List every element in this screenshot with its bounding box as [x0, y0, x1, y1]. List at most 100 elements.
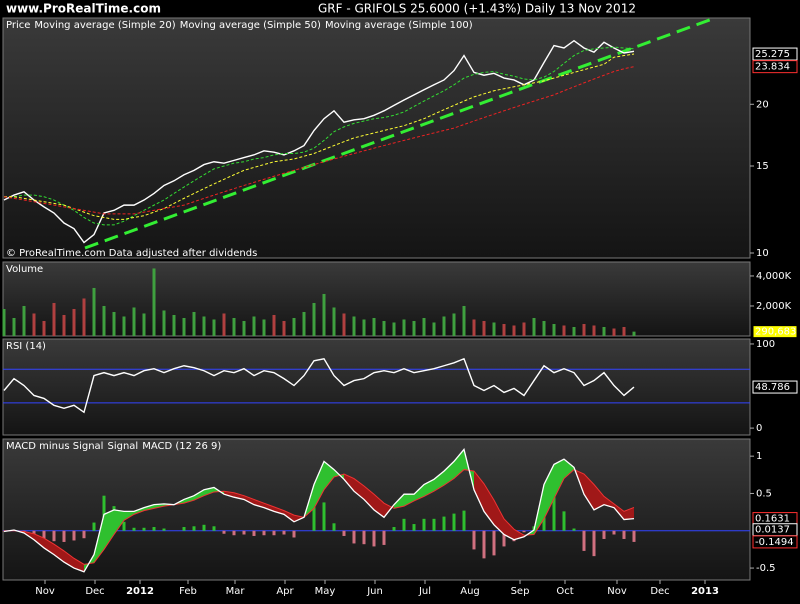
series-line	[4, 468, 635, 565]
histogram-bar	[482, 530, 486, 559]
histogram-bar	[322, 502, 326, 531]
series-line	[3, 448, 635, 573]
volume-bar	[362, 319, 366, 336]
macd-fill	[194, 489, 204, 501]
histogram-bar	[82, 530, 86, 539]
volume-bar	[312, 302, 316, 336]
volume-bar	[422, 317, 426, 336]
volume-bar	[122, 316, 126, 336]
histogram-bar	[332, 523, 336, 531]
x-tick-label: May	[315, 586, 336, 597]
volume-bar	[532, 317, 536, 336]
histogram-bar	[122, 521, 126, 531]
trend-line	[84, 16, 716, 250]
y-tick-label: 2,000K	[756, 301, 792, 312]
macd-fill	[134, 507, 144, 515]
legend-entry: Moving average (Simple 100)	[325, 20, 473, 31]
volume-bar	[102, 305, 106, 336]
volume-bar	[132, 307, 136, 336]
histogram-bar	[62, 530, 66, 542]
macd-fill	[184, 495, 194, 504]
histogram-bar	[342, 530, 346, 536]
volume-bar	[412, 320, 416, 336]
histogram-bar	[612, 530, 616, 535]
x-tick-label: Mar	[226, 586, 246, 597]
volume-bar	[292, 317, 296, 336]
volume-bar	[272, 314, 276, 336]
histogram-bar	[292, 530, 296, 538]
macd-fill	[254, 499, 264, 508]
series-line	[4, 46, 635, 226]
volume-bar	[452, 313, 456, 336]
legend-entry: Moving average (Simple 50)	[180, 20, 321, 31]
histogram-bar	[72, 530, 76, 541]
volume-bar	[372, 317, 376, 336]
volume-bar	[72, 308, 76, 336]
y-tick-label: 100	[756, 339, 775, 350]
volume-bar	[522, 322, 526, 336]
value-box-label: 0.1631	[755, 514, 790, 525]
volume-bar	[142, 313, 146, 336]
value-box	[752, 535, 798, 549]
value-box	[752, 60, 798, 74]
histogram-bar	[572, 528, 576, 531]
histogram-bar	[602, 530, 606, 539]
macd-fill	[564, 459, 574, 479]
value-box-label: 290,683	[755, 327, 796, 338]
histogram-bar	[402, 518, 406, 531]
x-tick-label: Apr	[276, 586, 294, 597]
volume-bar	[212, 319, 216, 336]
macd-fill	[584, 474, 594, 510]
y-tick-label: 15	[756, 161, 769, 172]
macd-fill	[244, 495, 254, 505]
histogram-bar	[162, 528, 166, 531]
histogram-bar	[362, 530, 366, 545]
histogram-bar	[412, 524, 416, 531]
macd-fill	[44, 538, 54, 555]
histogram-bar	[132, 527, 136, 531]
volume-bar	[382, 320, 386, 336]
volume-bar	[332, 307, 336, 336]
histogram-bar	[312, 506, 316, 531]
volume-bar	[42, 320, 46, 336]
x-tick-label: 2012	[126, 586, 154, 597]
histogram-bar	[272, 530, 276, 536]
volume-bar	[502, 323, 506, 336]
macd-fill	[404, 494, 414, 507]
macd-fill	[144, 504, 154, 511]
x-tick-label: Aug	[460, 586, 480, 597]
volume-bar	[182, 317, 186, 336]
histogram-bar	[252, 530, 256, 536]
price-panel	[2, 17, 751, 259]
histogram-bar	[592, 530, 596, 557]
rsi-panel	[2, 338, 751, 436]
y-tick-label: 1	[756, 451, 762, 462]
legend-entry: Signal	[107, 441, 138, 452]
macd-fill	[54, 544, 64, 563]
volume-bar	[352, 316, 356, 336]
value-box	[752, 325, 798, 339]
histogram-bar	[352, 530, 356, 544]
histogram-bar	[582, 530, 586, 551]
volume-bar	[152, 268, 156, 336]
macd-fill	[274, 506, 284, 515]
y-tick-label: 20	[756, 99, 769, 110]
histogram-bar	[452, 513, 456, 531]
x-tick-label: Nov	[607, 586, 627, 597]
macd-fill	[104, 509, 114, 550]
histogram-bar	[622, 530, 626, 539]
x-tick-label: Dec	[650, 586, 669, 597]
volume-bar	[432, 322, 436, 336]
volume-bar	[222, 313, 226, 336]
histogram-bar	[432, 518, 436, 531]
macd-fill	[414, 484, 424, 501]
volume-bar	[192, 311, 196, 336]
volume-bar	[82, 298, 86, 336]
annotation: © ProRealTime.com Data adjusted after di…	[6, 248, 257, 259]
value-box-label: 23.834	[755, 62, 790, 73]
volume-bar	[202, 316, 206, 336]
macd-fill	[344, 474, 354, 492]
histogram-bar	[552, 496, 556, 531]
macd-fill	[114, 509, 124, 535]
